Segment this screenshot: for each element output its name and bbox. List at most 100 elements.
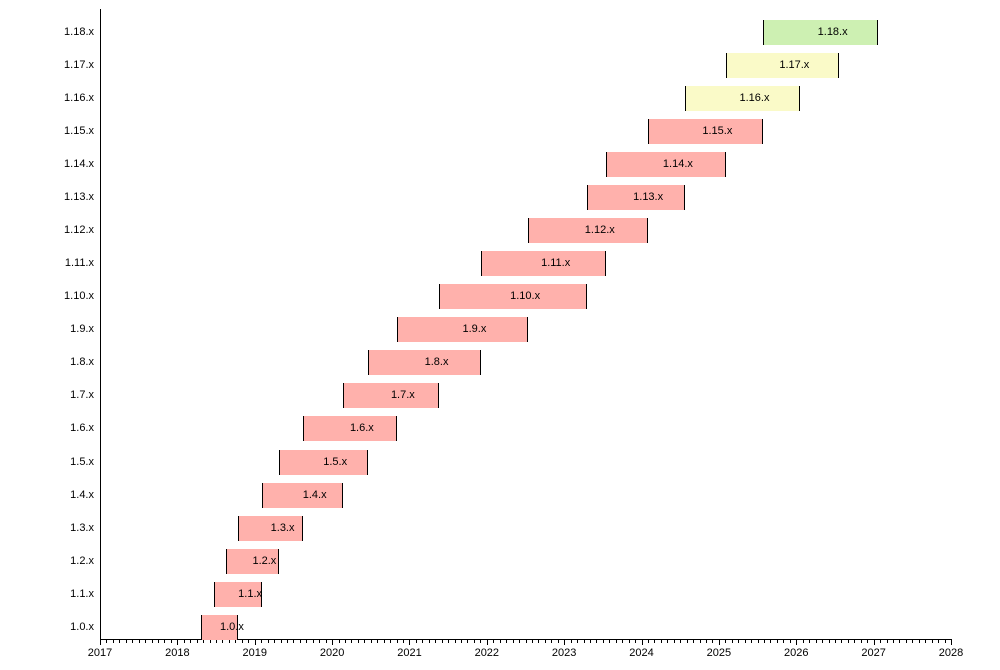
x-axis-minor-tick [841, 640, 843, 643]
x-axis-minor-tick [699, 640, 701, 643]
x-axis-minor-tick [880, 640, 882, 643]
x-axis-minor-tick [319, 640, 321, 643]
x-axis-minor-tick [145, 640, 147, 643]
x-axis-minor-tick [912, 640, 914, 643]
x-axis-minor-tick [493, 640, 495, 643]
x-axis-minor-tick [370, 640, 372, 643]
x-axis-minor-tick [525, 640, 527, 643]
version-bar-1-17-x: 1.17.x [725, 52, 839, 78]
x-axis-year-label: 2023 [551, 647, 577, 659]
version-bar-1-2-x: 1.2.x [226, 548, 279, 574]
x-axis-minor-tick [306, 640, 308, 643]
x-axis-year-label: 2020 [319, 647, 345, 659]
y-axis-version-label: 1.9.x [70, 323, 94, 336]
x-axis-minor-tick [151, 640, 153, 643]
x-axis-minor-tick [899, 640, 901, 643]
x-axis-minor-tick [506, 640, 508, 643]
version-bar-1-12-x: 1.12.x [527, 217, 648, 243]
version-bar-1-0-x: 1.0.x [201, 614, 244, 640]
x-axis-minor-tick [422, 640, 424, 643]
version-bar-1-3-x: 1.3.x [238, 515, 303, 541]
y-axis-version-label: 1.13.x [64, 190, 94, 203]
version-bar-1-6-x: 1.6.x [302, 416, 398, 442]
version-bar-label: 1.17.x [779, 58, 810, 71]
x-axis-minor-tick [725, 640, 727, 643]
version-bar-1-5-x: 1.5.x [278, 449, 368, 475]
x-axis-minor-tick [403, 640, 404, 643]
version-bar-label: 1.2.x [252, 554, 277, 567]
x-axis-minor-tick [660, 640, 662, 643]
x-axis-minor-tick [867, 640, 869, 643]
x-axis-minor-tick [480, 640, 482, 643]
y-axis-version-label: 1.0.x [70, 620, 94, 633]
x-axis-major-tick [254, 640, 256, 645]
version-bar-1-1-x: 1.1.x [213, 581, 263, 607]
version-bar-1-16-x: 1.16.x [684, 85, 801, 111]
x-axis-minor-tick [286, 640, 288, 643]
y-axis-version-label: 1.16.x [64, 91, 94, 104]
x-axis-minor-tick [776, 640, 778, 643]
version-bar-label: 1.11.x [541, 257, 571, 270]
x-axis-minor-tick [383, 640, 385, 643]
x-axis-minor-tick [428, 640, 430, 643]
y-axis-version-label: 1.4.x [70, 488, 94, 501]
version-bar-label: 1.6.x [349, 422, 374, 435]
x-axis-year-label: 2025 [706, 647, 732, 659]
x-axis-minor-tick [119, 640, 121, 643]
y-axis-version-label: 1.6.x [70, 422, 94, 435]
y-axis-line [100, 9, 101, 640]
x-axis-minor-tick [274, 640, 276, 643]
x-axis-minor-tick [351, 640, 353, 643]
x-axis-minor-tick [435, 640, 437, 643]
x-axis-minor-tick [744, 640, 746, 643]
x-axis-minor-tick [544, 640, 546, 643]
x-axis-minor-tick [125, 640, 127, 643]
x-axis-minor-tick [170, 640, 172, 643]
x-axis-minor-tick [241, 640, 243, 643]
x-axis-minor-tick [203, 640, 205, 643]
x-axis-minor-tick [815, 640, 817, 643]
x-axis-minor-tick [280, 640, 282, 643]
version-bar-label: 1.0.x [219, 620, 244, 633]
x-axis-minor-tick [473, 640, 475, 643]
x-axis-year-label: 2028 [938, 647, 964, 659]
version-bar-1-7-x: 1.7.x [342, 383, 439, 409]
x-axis-year-label: 2024 [629, 647, 654, 659]
x-axis-year-label: 2019 [242, 647, 267, 659]
x-axis-minor-tick [557, 640, 559, 643]
x-axis-minor-tick [112, 640, 114, 643]
version-bar-label: 1.16.x [739, 91, 770, 104]
x-axis-minor-tick [396, 640, 398, 643]
x-axis-minor-tick [158, 640, 160, 643]
x-axis-year-label: 2026 [784, 647, 809, 659]
x-axis-minor-tick [615, 640, 617, 643]
y-axis-version-label: 1.10.x [64, 290, 94, 303]
y-axis-version-label: 1.5.x [70, 455, 94, 468]
x-axis-minor-tick [609, 640, 611, 643]
y-axis-version-label: 1.14.x [64, 157, 94, 170]
x-axis-minor-tick [673, 640, 675, 643]
x-axis-minor-tick [344, 640, 346, 643]
version-bar-label: 1.14.x [662, 157, 693, 170]
x-axis-minor-tick [267, 640, 269, 643]
x-axis-minor-tick [325, 640, 327, 643]
x-axis-minor-tick [261, 640, 263, 643]
x-axis-minor-tick [654, 640, 656, 643]
x-axis-minor-tick [944, 640, 946, 643]
x-axis-minor-tick [738, 640, 740, 643]
version-bar-label: 1.8.x [424, 356, 449, 369]
x-axis-minor-tick [415, 640, 417, 643]
x-axis-minor-tick [467, 640, 469, 643]
version-bar-1-11-x: 1.11.x [481, 251, 606, 277]
x-axis-major-tick [796, 640, 798, 645]
x-axis-minor-tick [222, 640, 224, 643]
x-axis-minor-tick [905, 640, 907, 643]
x-axis-minor-tick [686, 640, 688, 643]
y-axis-version-label: 1.15.x [64, 124, 94, 137]
x-axis-minor-tick [248, 640, 250, 643]
y-axis-version-label: 1.8.x [70, 356, 94, 369]
x-axis-minor-tick [731, 640, 733, 643]
x-axis-minor-tick [789, 640, 791, 643]
x-axis-minor-tick [757, 640, 759, 643]
x-axis-major-tick [177, 640, 179, 645]
